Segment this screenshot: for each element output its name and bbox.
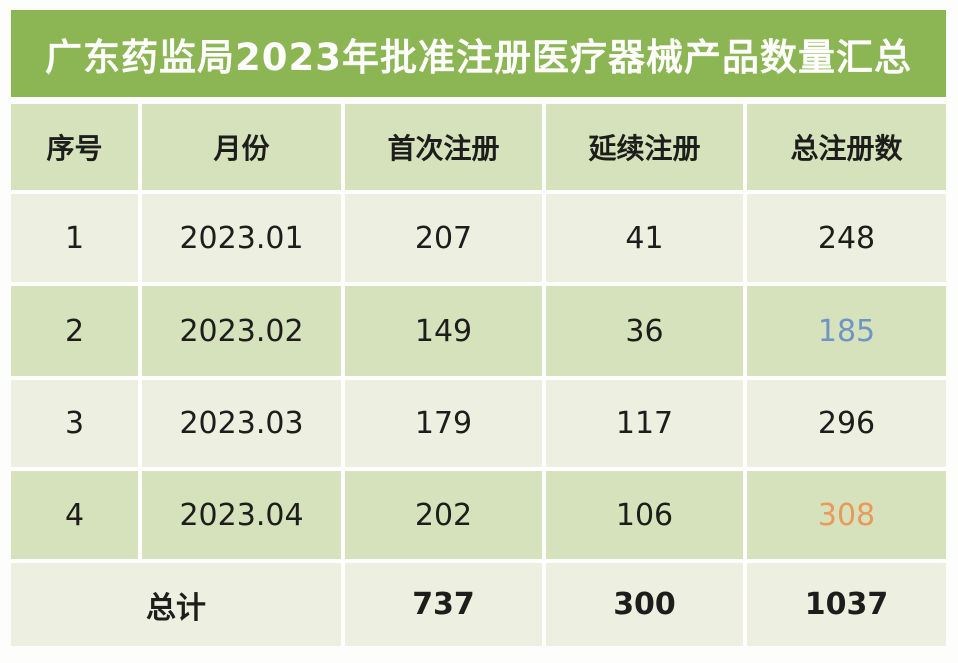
table-cell-month: 2023.04	[142, 471, 341, 559]
table-cell-first: 179	[345, 380, 542, 467]
table-cell-month: 2023.03	[142, 380, 341, 467]
table-cell-renewal: 117	[546, 380, 743, 467]
table-cell-renewal: 106	[546, 471, 743, 559]
table-cell-seq: 3	[11, 380, 138, 467]
table-cell-renewal: 41	[546, 194, 743, 282]
table-cell-month: 2023.02	[142, 286, 341, 376]
table-cell-first: 202	[345, 471, 542, 559]
title-banner: 广东药监局2023年批准注册医疗器械产品数量汇总	[11, 10, 946, 97]
footer-grand-total: 1037	[747, 563, 946, 646]
column-header-total-registration: 总注册数	[747, 104, 946, 190]
table-cell-total-highlight-blue: 185	[747, 286, 946, 376]
table-cell-renewal: 36	[546, 286, 743, 376]
table-cell-total: 296	[747, 380, 946, 467]
registration-summary-table: 序号 月份 首次注册 延续注册 总注册数 1 2023.01 207 41 24…	[11, 104, 946, 646]
footer-renewal-registration-total: 300	[546, 563, 743, 646]
table-cell-month: 2023.01	[142, 194, 341, 282]
table-cell-first: 207	[345, 194, 542, 282]
table-cell-total: 248	[747, 194, 946, 282]
column-header-seq: 序号	[11, 104, 138, 190]
column-header-renewal-registration: 延续注册	[546, 104, 743, 190]
table-cell-seq: 4	[11, 471, 138, 559]
table-cell-total-highlight-orange: 308	[747, 471, 946, 559]
table-cell-seq: 2	[11, 286, 138, 376]
table-cell-seq: 1	[11, 194, 138, 282]
column-header-month: 月份	[142, 104, 341, 190]
page: 广东药监局2023年批准注册医疗器械产品数量汇总 序号 月份 首次注册 延续注册…	[11, 10, 946, 646]
footer-label-total: 总计	[11, 563, 341, 646]
page-title: 广东药监局2023年批准注册医疗器械产品数量汇总	[45, 35, 912, 79]
table-cell-first: 149	[345, 286, 542, 376]
column-header-first-registration: 首次注册	[345, 104, 542, 190]
footer-first-registration-total: 737	[345, 563, 542, 646]
